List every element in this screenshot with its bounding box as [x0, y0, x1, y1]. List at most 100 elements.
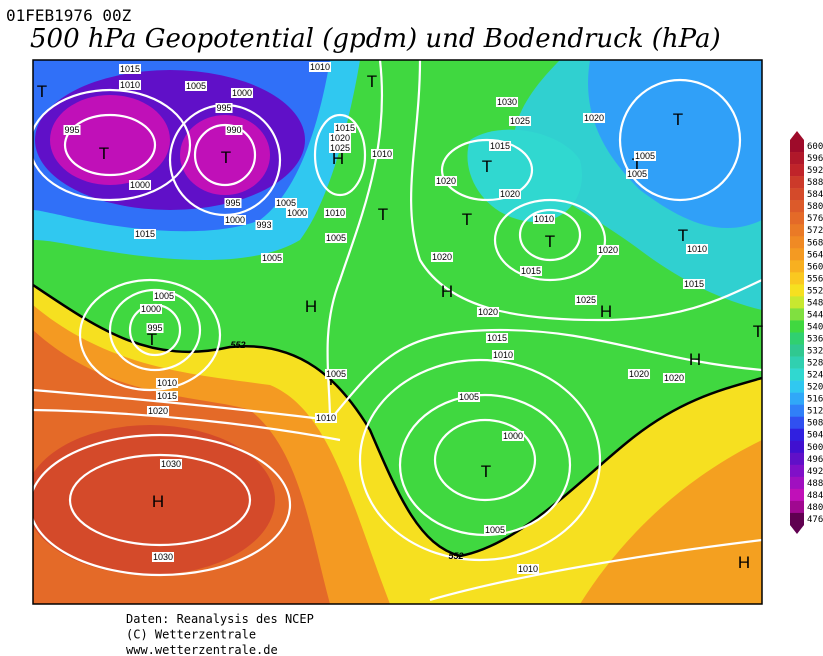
isobar-label-bg — [574, 295, 598, 305]
isobar-label-bg — [328, 143, 352, 153]
pressure-center: H — [441, 282, 453, 301]
colorbar-swatch — [790, 368, 804, 381]
isobar-label-bg — [323, 208, 347, 218]
isobar-label: 1005 — [326, 233, 346, 243]
isobar-label: 1030 — [161, 459, 181, 469]
isobar-label: 1010 — [372, 149, 392, 159]
colorbar-label: 476 — [807, 515, 823, 525]
pressure-center: T — [37, 82, 47, 101]
colorbar-swatch — [790, 464, 804, 478]
isobar-label: 1005 — [326, 369, 346, 379]
isobar-label: 995 — [147, 323, 162, 333]
isobar-label: 1005 — [186, 81, 206, 91]
colorbar-swatch — [790, 188, 804, 201]
isobar-label: 1005 — [485, 525, 505, 535]
isobar-label-bg — [627, 369, 651, 379]
isobar-label: 1005 — [627, 169, 647, 179]
isobar-label-bg — [483, 525, 507, 535]
pressure-center: T — [632, 155, 642, 174]
isobar-label: 1005 — [276, 198, 296, 208]
isobar-label-bg — [519, 266, 543, 276]
isobar-label: 1015 — [335, 123, 355, 133]
colorbar-label: 568 — [807, 238, 823, 248]
colorbar-arrow-bottom — [790, 524, 804, 534]
isobar-label: 1000 — [130, 180, 150, 190]
isobar-label: 1020 — [148, 406, 168, 416]
isobar-label: 995 — [64, 125, 79, 135]
isobar-label-bg — [685, 244, 709, 254]
isobar-label-bg — [133, 229, 157, 239]
colorbar-swatch — [790, 428, 804, 442]
colorbar-swatch — [790, 416, 804, 430]
isobar-label-bg — [151, 552, 175, 562]
isobar-label: 1010 — [316, 413, 336, 423]
isobar-label-bg — [308, 62, 332, 72]
isobar-label-bg — [633, 151, 657, 161]
isobar-label: 1020 — [330, 133, 350, 143]
isobar-label: 1010 — [518, 564, 538, 574]
isobar-label-bg — [118, 80, 142, 90]
isobar-label: 1020 — [584, 113, 604, 123]
isobar-label: 1025 — [576, 295, 596, 305]
isobar-label: 995 — [216, 103, 231, 113]
isobar-label-bg — [260, 253, 284, 263]
colorbar-label: 580 — [807, 202, 823, 212]
pressure-center: H — [332, 149, 344, 168]
isobar-label-bg — [495, 97, 519, 107]
isobar-label-bg — [324, 369, 348, 379]
isobar-label: 1020 — [478, 307, 498, 317]
isobar-label: 995 — [225, 198, 240, 208]
isobar-label-bg — [324, 233, 348, 243]
isobar-label-bg — [328, 133, 352, 143]
isobar-label: 1015 — [684, 279, 704, 289]
colorbar-swatch — [790, 476, 804, 490]
pressure-center: H — [305, 297, 317, 316]
pressure-center: T — [545, 232, 555, 251]
colorbar-label: 576 — [807, 214, 823, 224]
colorbar-swatch — [790, 236, 804, 249]
colorbar-label: 480 — [807, 503, 823, 513]
pressure-center: T — [221, 148, 231, 167]
isobar-label-bg — [596, 245, 620, 255]
isobar-label: 1020 — [598, 245, 618, 255]
isobar-label-bg — [430, 252, 454, 262]
colorbar-swatch — [790, 512, 804, 526]
isobar-label: 1020 — [500, 189, 520, 199]
isobar-label: 1015 — [157, 391, 177, 401]
isobar-label: 1015 — [120, 64, 140, 74]
contour-label: 552 — [448, 551, 463, 561]
isobar-label-bg — [476, 307, 500, 317]
isobar-label: 1030 — [497, 97, 517, 107]
isobar-label-bg — [159, 459, 183, 469]
colorbar-label: 496 — [807, 455, 823, 465]
colorbar-swatch — [790, 332, 804, 345]
footer-line: Daten: Reanalysis des NCEP — [126, 612, 314, 626]
colorbar-label: 556 — [807, 274, 823, 284]
isobar-label: 1025 — [330, 143, 350, 153]
colorbar-label: 484 — [807, 491, 823, 501]
colorbar-swatch — [790, 176, 804, 189]
isobar-label-bg — [508, 116, 532, 126]
isobar-label: 1010 — [120, 80, 140, 90]
isobar-label-bg — [63, 125, 81, 135]
pressure-center: T — [378, 205, 388, 224]
colorbar-swatch — [790, 308, 804, 321]
isobar-label: 1030 — [153, 552, 173, 562]
pressure-center: H — [152, 492, 164, 511]
colorbar-label: 544 — [807, 310, 823, 320]
colorbar-swatch — [790, 200, 804, 213]
colorbar-arrow-top — [790, 131, 804, 140]
isobar-label-bg — [491, 350, 515, 360]
isobar-label-bg — [146, 323, 164, 333]
isobar-label: 1015 — [521, 266, 541, 276]
map-date: 01FEB1976 00Z — [6, 6, 132, 25]
pressure-center: T — [482, 157, 492, 176]
pressure-center: T — [678, 226, 688, 245]
isobar-label-bg — [215, 103, 233, 113]
isobar-label: 1000 — [287, 208, 307, 218]
isobar-label: 1000 — [503, 431, 523, 441]
colorbar-label: 596 — [807, 154, 823, 164]
pressure-center: T — [753, 322, 763, 341]
colorbar-swatch — [790, 344, 804, 357]
